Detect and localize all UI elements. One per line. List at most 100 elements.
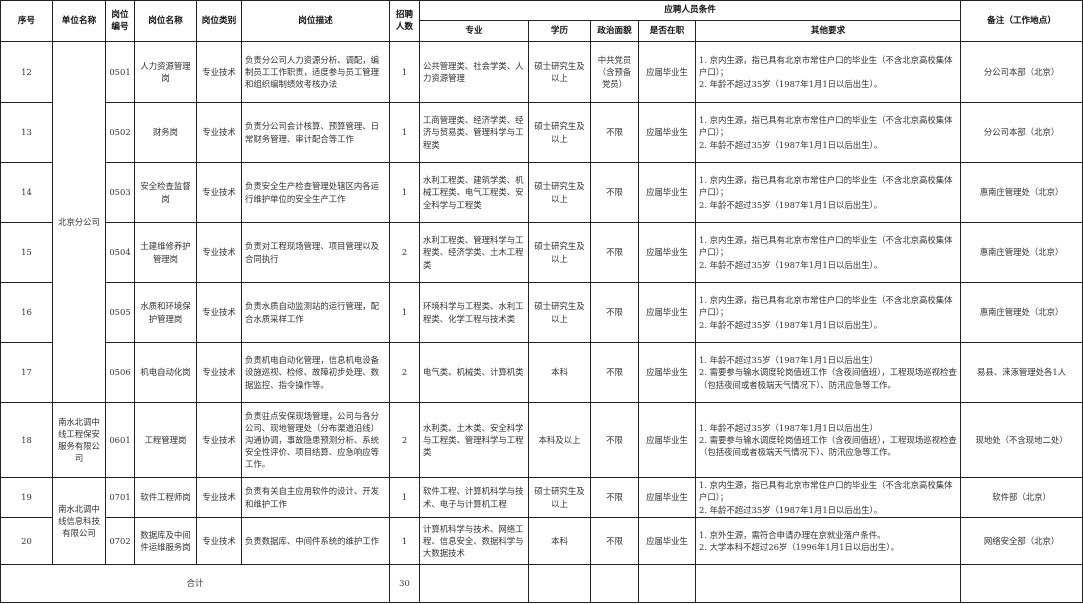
cell-education: 硕士研究生及以上 [528,102,591,163]
cell-political: 不限 [590,402,639,478]
cell-post-type: 专业技术 [196,477,242,518]
requirement-line: 2. 年龄不超过35岁（1987年1月1日以后出生）。 [699,319,883,330]
cell-post-desc: 负责分公司人力资源分析、调配，编制员工工作职责，适度参与员工管理和组织编制绩效考… [241,41,390,103]
cell-unit: 南水北调中线工程保安服务有限公司 [52,402,106,478]
cell-remark: 分公司本部（北京） [960,41,1083,103]
cell-post-desc: 负责水质自动监测站的运行管理，配合水质采样工作 [241,282,390,343]
cell-major: 水利工程类、管理科学与工程类、经济学类、土木工程类 [419,222,529,283]
cell-post-name: 数据库及中间件运维服务岗 [134,517,197,565]
cell-other-requirements: 1. 京内生源，指已具有北京市常住户口的毕业生（不含北京高校集体户口）； 2. 年… [694,282,962,343]
cell-political: 不限 [590,162,639,223]
cell-education: 硕士研究生及以上 [528,477,591,518]
cell-employed: 应届毕业生 [638,102,696,163]
header-remark: 备注（工作地点） [960,0,1083,42]
header-employed: 是否在职 [638,20,696,42]
cell-post-desc: 负责驻点安保现场管理，公司与各分公司、现地管理处（分布渠道沿线）沟通协调，事故隐… [241,402,390,478]
requirement-line: 2. 年龄不超过35岁（1987年1月1日以后出生）。 [699,259,883,270]
cell-seq: 12 [0,41,53,103]
cell-major: 环境科学与工程类、水利工程类、化学工程与技术类 [419,282,529,343]
cell-other-requirements: 1. 京内生源，指已具有北京市常住户口的毕业生（不含北京高校集体户口）； 2. 年… [694,41,962,103]
cell-political: 不限 [590,222,639,283]
requirement-line: 2. 年龄不超过35岁（1987年1月1日以后出生）。 [699,504,883,515]
requirement-line: 2. 年龄不超过35岁（1987年1月1日以后出生）。 [699,139,883,150]
cell-post-type: 专业技术 [196,282,242,343]
cell-post-desc: 负责分公司会计核算、预算管理、日常财务管理、审计配合等工作 [241,102,390,163]
cell-count: 1 [389,282,420,343]
cell-employed: 应届毕业生 [638,222,696,283]
total-count: 30 [389,564,420,603]
empty-cell [419,564,529,603]
cell-major: 电气类、机械类、计算机类 [419,342,529,403]
table-row: 12 北京分公司 0501 人力资源管理岗 专业技术 负责分公司人力资源分析、调配，编制员… [0,41,1083,403]
cell-code: 0502 [105,102,135,163]
requirement-line: 2. 年龄不超过35岁（1987年1月1日以后出生）。 [699,79,883,90]
empty-cell [590,564,639,603]
cell-employed: 应届毕业生 [638,477,696,518]
header-unit: 单位名称 [52,0,106,42]
cell-post-type: 专业技术 [196,402,242,478]
header-seq: 序号 [0,0,53,42]
total-row: 合计 30 [0,564,1083,603]
cell-code: 0501 [105,41,135,103]
cell-count: 2 [389,342,420,403]
cell-count: 1 [389,162,420,223]
cell-post-name: 工程管理岗 [134,402,197,478]
cell-major: 水利工程类、建筑学类、机械工程类、电气工程类、安全科学与工程类 [419,162,529,223]
cell-unit: 北京分公司 [52,41,106,403]
requirement-line: 2. 需要参与输水调度轮岗值班工作（含夜间值班），工程现场巡视检查（包括夜间或者… [699,367,957,390]
cell-code: 0506 [105,342,135,403]
cell-employed: 应届毕业生 [638,517,696,565]
cell-education: 硕士研究生及以上 [528,282,591,343]
cell-seq: 14 [0,162,53,223]
cell-political: 不限 [590,517,639,565]
table-row: 15 0504 土建维修养护管理岗 专业技术 负责对工程现场管理、项目管理以及合同执行 2… [0,222,1083,283]
cell-count: 2 [389,402,420,478]
cell-remark: 分公司本部（北京） [960,102,1083,163]
empty-cell [960,564,1083,603]
header-major: 专业 [419,20,529,42]
empty-cell [528,564,591,603]
cell-post-desc: 负责数据库、中间件系统的维护工作 [241,517,390,565]
requirement-line: 1. 年龄不超过35岁（1987年1月1日以后出生） [699,355,878,366]
cell-post-desc: 负责对工程现场管理、项目管理以及合同执行 [241,222,390,283]
cell-seq: 17 [0,342,53,403]
requirement-line: 1. 京外生源，需符合申请办理在京就业落户条件。 [699,529,886,540]
cell-code: 0504 [105,222,135,283]
empty-cell [694,564,962,603]
cell-political: 不限 [590,342,639,403]
cell-other-requirements: 1. 京内生源，指已具有北京市常住户口的毕业生（不含北京高校集体户口）； 2. 年… [694,102,962,163]
table-row: 18 南水北调中线工程保安服务有限公司 0601 工程管理岗 专业技术 负责驻点安保现场管… [0,402,1083,478]
cell-employed: 应届毕业生 [638,282,696,343]
cell-remark: 惠南庄管理处（北京） [960,222,1083,283]
cell-other-requirements: 1. 京内生源，指已具有北京市常住户口的毕业生（不含北京高校集体户口）； 2. 年… [694,222,962,283]
total-label: 合计 [0,564,390,603]
cell-post-type: 专业技术 [196,342,242,403]
cell-seq: 16 [0,282,53,343]
cell-post-desc: 负责安全生产检查管理处辖区内各运行维护单位的安全生产工作 [241,162,390,223]
cell-post-name: 人力资源管理岗 [134,41,197,103]
cell-employed: 应届毕业生 [638,162,696,223]
cell-code: 0503 [105,162,135,223]
cell-other-requirements: 1. 京外生源，需符合申请办理在京就业落户条件。 2. 大学本科不超过26岁（19… [694,517,962,565]
requirement-line: 1. 京内生源，指已具有北京市常住户口的毕业生（不含北京高校集体户口）； [699,235,953,258]
header-count: 招聘人数 [389,0,420,42]
requirement-line: 1. 年龄不超过35岁（1987年1月1日以后出生） [699,422,878,433]
cell-other-requirements: 1. 京内生源，指已具有北京市常住户口的毕业生（不含北京高校集体户口）； 2. 年… [694,477,962,518]
cell-count: 1 [389,477,420,518]
cell-remark: 软件部（北京） [960,477,1083,518]
cell-post-desc: 负责有关自主应用软件的设计、开发和维护工作 [241,477,390,518]
cell-other-requirements: 1. 年龄不超过35岁（1987年1月1日以后出生） 2. 需要参与输水调度轮岗值… [694,342,962,403]
requirement-line: 1. 京内生源，指已具有北京市常住户口的毕业生（不含北京高校集体户口）； [699,480,953,503]
table-row: 17 0506 机电自动化岗 专业技术 负责机电自动化管理，信息机电设备设施巡视、检修、… [0,342,1083,403]
cell-post-name: 安全检查监督岗 [134,162,197,223]
cell-code: 0702 [105,517,135,565]
header-education: 学历 [528,20,591,42]
table-row: 14 0503 安全检查监督岗 专业技术 负责安全生产检查管理处辖区内各运行维护单位的安… [0,162,1083,223]
cell-post-type: 专业技术 [196,162,242,223]
header-other: 其他要求 [694,20,962,42]
cell-other-requirements: 1. 年龄不超过35岁（1987年1月1日以后出生） 2. 需要参与输水调度轮岗值… [694,402,962,478]
cell-seq: 18 [0,402,53,478]
cell-count: 1 [389,517,420,565]
requirement-line: 2. 年龄不超过35岁（1987年1月1日以后出生）。 [699,199,883,210]
cell-education: 本科及以上 [528,402,591,478]
